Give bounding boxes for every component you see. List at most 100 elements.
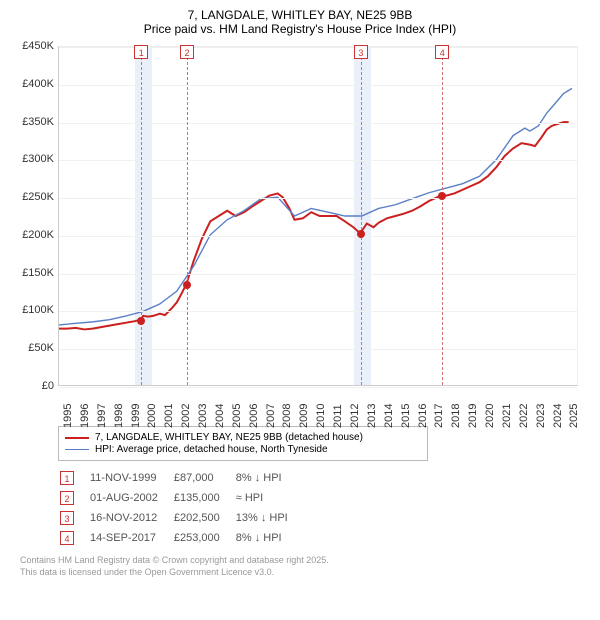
- x-axis-label: 2010: [315, 404, 327, 428]
- sale-price: £135,000: [174, 489, 234, 507]
- title-address: 7, LANGDALE, WHITLEY BAY, NE25 9BB: [10, 8, 590, 22]
- x-axis-label: 2002: [180, 404, 192, 428]
- x-axis-label: 2004: [214, 404, 226, 428]
- x-axis-label: 2014: [383, 404, 395, 428]
- sale-number-cell: 1: [60, 469, 88, 487]
- gridline: [59, 85, 577, 86]
- gridline: [59, 198, 577, 199]
- gridline: [59, 274, 577, 275]
- x-axis-label: 2005: [231, 404, 243, 428]
- y-axis-label: £250K: [10, 191, 54, 203]
- x-axis-label: 2012: [349, 404, 361, 428]
- y-axis-label: £450K: [10, 40, 54, 52]
- y-axis-label: £300K: [10, 153, 54, 165]
- legend-label: 7, LANGDALE, WHITLEY BAY, NE25 9BB (deta…: [95, 432, 363, 443]
- x-axis-label: 1998: [113, 404, 125, 428]
- x-axis-label: 2025: [568, 404, 580, 428]
- x-axis-label: 2009: [298, 404, 310, 428]
- gridline: [59, 236, 577, 237]
- sale-number-cell: 2: [60, 489, 88, 507]
- x-axis-label: 2021: [501, 404, 513, 428]
- sale-note: 13% ↓ HPI: [236, 509, 302, 527]
- sale-date: 01-AUG-2002: [90, 489, 172, 507]
- sale-price: £202,500: [174, 509, 234, 527]
- table-row: 1 11-NOV-1999£87,0008% ↓ HPI: [60, 469, 302, 487]
- series-property: [59, 122, 569, 329]
- x-axis-label: 1995: [62, 404, 74, 428]
- sale-price: £87,000: [174, 469, 234, 487]
- sale-marker-line: [187, 47, 188, 385]
- plot-region: 1 2 3 4: [58, 46, 578, 386]
- y-axis-label: £150K: [10, 267, 54, 279]
- sale-number-box: 2: [60, 491, 74, 505]
- sale-marker-number: 4: [435, 45, 449, 59]
- sale-note: 8% ↓ HPI: [236, 469, 302, 487]
- footer-line2: This data is licensed under the Open Gov…: [20, 567, 590, 579]
- x-axis-label: 2011: [332, 404, 344, 428]
- sales-table: 111-NOV-1999£87,0008% ↓ HPI201-AUG-2002£…: [58, 467, 304, 549]
- x-axis-label: 2013: [366, 404, 378, 428]
- y-axis-label: £350K: [10, 116, 54, 128]
- sale-dot: [183, 281, 191, 289]
- x-axis-label: 2022: [518, 404, 530, 428]
- sale-marker-number: 3: [354, 45, 368, 59]
- chart-container: 7, LANGDALE, WHITLEY BAY, NE25 9BB Price…: [0, 0, 600, 586]
- x-axis-label: 2001: [163, 404, 175, 428]
- sale-marker-line: [442, 47, 443, 385]
- table-row: 2 01-AUG-2002£135,000≈ HPI: [60, 489, 302, 507]
- sale-note: 8% ↓ HPI: [236, 529, 302, 547]
- sale-marker-number: 2: [180, 45, 194, 59]
- x-axis-label: 1997: [96, 404, 108, 428]
- gridline: [59, 160, 577, 161]
- sale-date: 11-NOV-1999: [90, 469, 172, 487]
- x-axis-label: 2018: [450, 404, 462, 428]
- title-subtitle: Price paid vs. HM Land Registry's House …: [10, 22, 590, 36]
- y-axis-label: £50K: [10, 342, 54, 354]
- series-hpi: [59, 88, 572, 325]
- sale-marker-line: [361, 47, 362, 385]
- x-axis-label: 2017: [433, 404, 445, 428]
- sale-number-box: 4: [60, 531, 74, 545]
- footer-attribution: Contains HM Land Registry data © Crown c…: [20, 555, 590, 578]
- gridline: [59, 387, 577, 388]
- legend-item: 7, LANGDALE, WHITLEY BAY, NE25 9BB (deta…: [65, 432, 421, 443]
- x-axis-label: 2016: [417, 404, 429, 428]
- legend-item: HPI: Average price, detached house, Nort…: [65, 444, 421, 455]
- title-block: 7, LANGDALE, WHITLEY BAY, NE25 9BB Price…: [10, 8, 590, 36]
- x-axis-label: 2007: [265, 404, 277, 428]
- x-axis-label: 2024: [552, 404, 564, 428]
- table-row: 4 14-SEP-2017£253,0008% ↓ HPI: [60, 529, 302, 547]
- sale-number-box: 1: [60, 471, 74, 485]
- y-axis-label: £200K: [10, 229, 54, 241]
- legend-swatch: [65, 437, 89, 439]
- sale-date: 14-SEP-2017: [90, 529, 172, 547]
- sale-number-cell: 4: [60, 529, 88, 547]
- x-axis-label: 2008: [281, 404, 293, 428]
- gridline: [59, 349, 577, 350]
- sale-marker-number: 1: [134, 45, 148, 59]
- line-canvas: [59, 47, 577, 385]
- x-axis-label: 2020: [484, 404, 496, 428]
- sale-date: 16-NOV-2012: [90, 509, 172, 527]
- sale-marker-line: [141, 47, 142, 385]
- x-axis-label: 2019: [467, 404, 479, 428]
- x-axis-label: 1999: [130, 404, 142, 428]
- sale-number-box: 3: [60, 511, 74, 525]
- x-axis-label: 1996: [79, 404, 91, 428]
- x-axis-label: 2003: [197, 404, 209, 428]
- footer-line1: Contains HM Land Registry data © Crown c…: [20, 555, 590, 567]
- sale-dot: [357, 230, 365, 238]
- x-axis-label: 2000: [146, 404, 158, 428]
- sale-price: £253,000: [174, 529, 234, 547]
- legend-swatch: [65, 449, 89, 450]
- x-axis-label: 2006: [248, 404, 260, 428]
- sale-note: ≈ HPI: [236, 489, 302, 507]
- legend: 7, LANGDALE, WHITLEY BAY, NE25 9BB (deta…: [58, 426, 428, 461]
- gridline: [59, 311, 577, 312]
- y-axis-label: £0: [10, 380, 54, 392]
- sale-number-cell: 3: [60, 509, 88, 527]
- y-axis-label: £400K: [10, 78, 54, 90]
- sale-dot: [137, 317, 145, 325]
- sale-dot: [438, 192, 446, 200]
- table-row: 3 16-NOV-2012£202,50013% ↓ HPI: [60, 509, 302, 527]
